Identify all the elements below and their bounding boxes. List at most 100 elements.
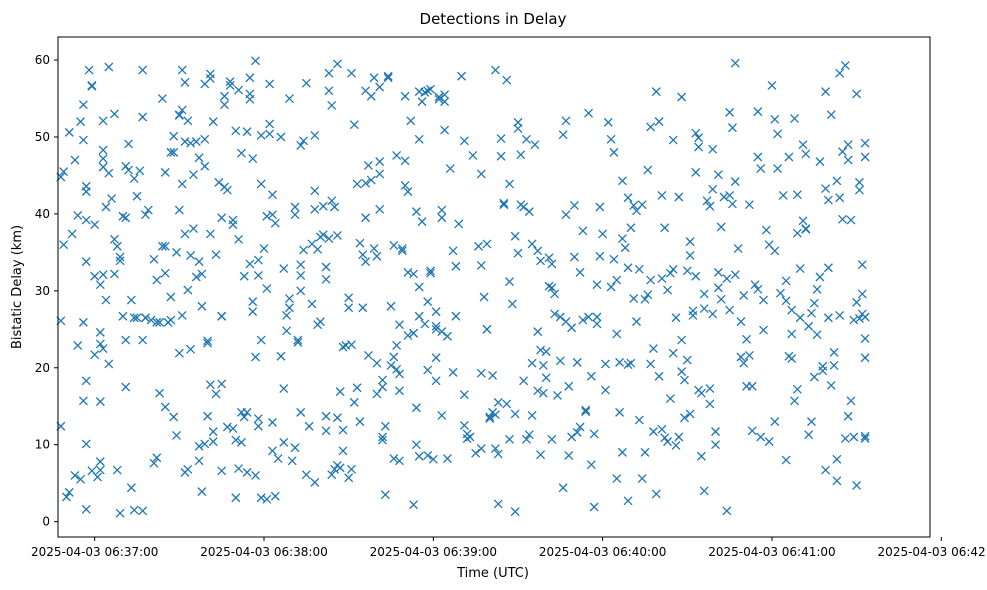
data-point (595, 202, 605, 212)
data-point (380, 490, 390, 500)
data-point (711, 427, 720, 437)
data-point (70, 471, 80, 480)
y-tick: 60 (35, 53, 58, 67)
data-point (589, 429, 599, 439)
data-point (239, 412, 249, 422)
data-point (417, 97, 427, 107)
data-point (95, 465, 105, 475)
data-point (234, 234, 244, 244)
data-point (448, 367, 458, 377)
data-point (657, 191, 667, 200)
data-point (383, 73, 393, 83)
data-point (502, 399, 512, 409)
data-point (355, 238, 365, 248)
data-point (321, 426, 331, 436)
data-point (423, 86, 433, 96)
data-point (284, 303, 294, 313)
data-point (699, 289, 709, 299)
data-point (200, 161, 210, 171)
data-point (705, 384, 715, 393)
data-point (516, 150, 526, 160)
y-tick: 0 (42, 515, 58, 529)
data-point (426, 84, 435, 94)
data-point (437, 411, 447, 420)
data-point (231, 126, 241, 136)
data-point (417, 217, 427, 227)
data-point (620, 243, 630, 253)
data-point (730, 177, 740, 187)
data-point (623, 360, 633, 370)
data-point (482, 239, 492, 249)
data-point (318, 201, 328, 211)
data-point (843, 411, 853, 421)
data-point (713, 267, 723, 277)
data-point (284, 94, 294, 103)
data-point (400, 91, 410, 101)
data-point (759, 295, 768, 305)
data-point (778, 191, 788, 200)
data-point (454, 219, 464, 229)
data-point (502, 75, 512, 85)
data-point (310, 131, 320, 140)
data-point (115, 252, 125, 262)
data-point (496, 151, 506, 161)
data-point (67, 229, 77, 239)
data-point (575, 267, 585, 277)
data-point (259, 244, 269, 253)
data-point (555, 356, 565, 366)
data-point (533, 386, 543, 396)
data-point (217, 466, 227, 476)
data-point (236, 437, 246, 447)
data-point (713, 170, 723, 180)
data-point (330, 202, 340, 212)
data-point (414, 451, 424, 461)
data-point (64, 127, 74, 137)
data-point (372, 389, 382, 399)
data-point (214, 177, 224, 187)
data-point (510, 507, 520, 517)
data-point (688, 311, 698, 320)
data-point (832, 476, 842, 486)
data-point (696, 451, 706, 461)
data-point (358, 250, 368, 260)
data-point (527, 411, 537, 420)
data-point (589, 502, 599, 512)
data-point (722, 274, 732, 283)
data-point (397, 244, 407, 253)
data-point (536, 256, 546, 266)
data-point (146, 315, 156, 325)
data-point (268, 190, 277, 200)
data-point (832, 176, 842, 186)
data-point (338, 342, 348, 352)
data-point (143, 205, 153, 215)
data-point (561, 116, 571, 126)
data-point (829, 347, 839, 357)
data-point (431, 307, 441, 317)
data-point (296, 286, 306, 296)
y-axis-ticks: 0 10 20 30 40 50 60 (35, 53, 58, 529)
data-point (592, 312, 602, 322)
data-point (183, 116, 193, 126)
data-point (835, 311, 845, 320)
data-point (795, 264, 805, 273)
data-point (395, 320, 404, 330)
data-point (451, 311, 461, 321)
data-point (603, 117, 613, 127)
data-point (101, 202, 111, 212)
data-point (801, 224, 811, 233)
data-point (615, 357, 625, 367)
data-point (392, 151, 402, 160)
data-point (78, 317, 88, 327)
data-point (296, 141, 306, 150)
data-point (332, 231, 342, 240)
data-point (713, 283, 723, 293)
data-point (440, 90, 450, 100)
data-point (155, 317, 165, 327)
data-point (572, 357, 582, 367)
data-point (682, 355, 692, 365)
data-point (397, 246, 407, 256)
data-point (459, 421, 469, 430)
data-point (327, 196, 337, 206)
data-point (558, 483, 568, 493)
data-point (203, 336, 213, 346)
